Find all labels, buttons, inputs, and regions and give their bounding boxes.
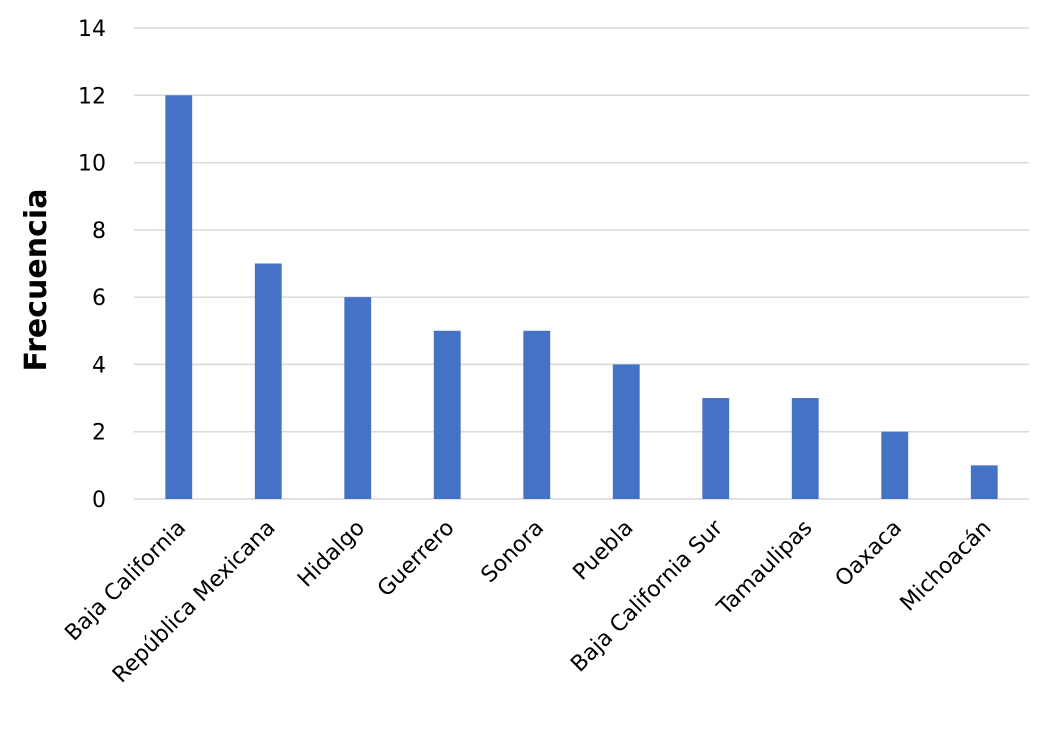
y-tick-label: 2 (92, 421, 106, 446)
bar (612, 364, 640, 499)
bar (254, 263, 282, 499)
y-tick-label: 14 (78, 17, 106, 42)
y-tick-label: 4 (92, 353, 106, 378)
x-tick-label: Sonora (477, 516, 549, 588)
y-tick-label: 0 (92, 488, 106, 513)
y-tick-label: 8 (92, 219, 106, 244)
bar (433, 330, 461, 499)
x-tick-label: Michoacán (896, 516, 997, 617)
bar (702, 398, 730, 499)
y-axis-label: Frecuencia (19, 189, 54, 372)
x-tick-label: Oaxaca (831, 516, 907, 592)
bar (344, 297, 372, 499)
y-tick-label: 6 (92, 286, 106, 311)
x-tick-label: Puebla (569, 516, 639, 586)
x-tick-label: Guerrero (373, 516, 459, 602)
x-tick-label: Hidalgo (293, 516, 370, 593)
bar (791, 398, 819, 499)
y-tick-label: 10 (78, 152, 106, 177)
x-tick-label: Baja California Sur (566, 515, 728, 677)
bar (165, 95, 193, 500)
bar (881, 431, 909, 499)
bar (970, 465, 998, 499)
y-tick-label: 12 (78, 84, 106, 109)
bar (523, 330, 551, 499)
x-tick-label: República Mexicana (108, 516, 280, 688)
x-tick-label: Tamaulipas (712, 516, 818, 622)
